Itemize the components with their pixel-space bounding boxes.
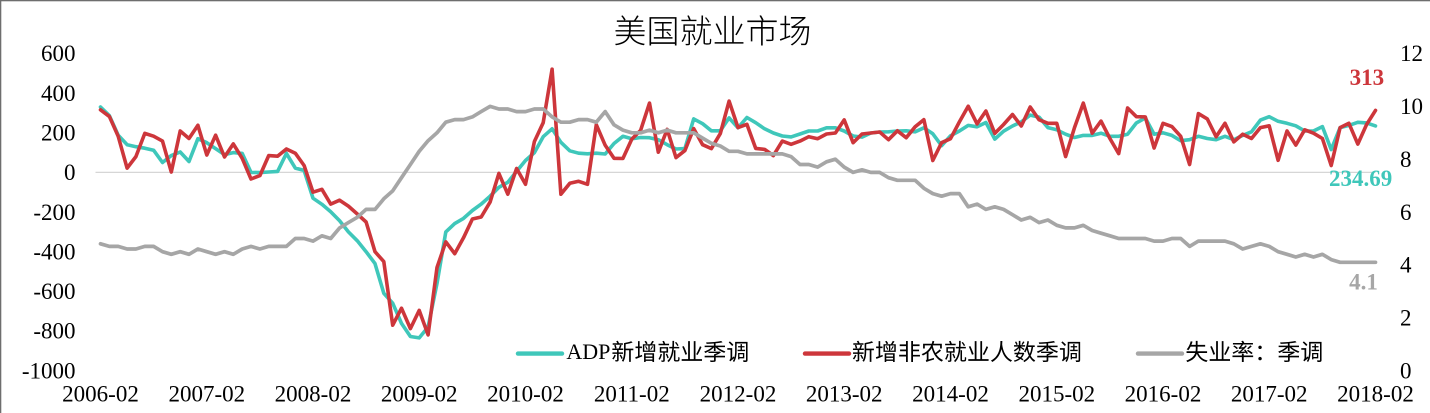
svg-text:8: 8: [1400, 147, 1412, 172]
svg-text:-600: -600: [33, 279, 75, 304]
svg-text:2007-02: 2007-02: [168, 382, 245, 407]
svg-text:400: 400: [41, 81, 76, 106]
svg-text:10: 10: [1400, 94, 1423, 119]
svg-text:313: 313: [1350, 65, 1385, 90]
svg-text:2009-02: 2009-02: [381, 382, 458, 407]
svg-text:0: 0: [1400, 358, 1412, 383]
svg-text:600: 600: [41, 41, 76, 66]
svg-text:2013-02: 2013-02: [806, 382, 883, 407]
svg-text:-1000: -1000: [22, 358, 76, 383]
svg-text:6: 6: [1400, 200, 1412, 225]
svg-text:-200: -200: [33, 200, 75, 225]
svg-text:2: 2: [1400, 305, 1412, 330]
svg-text:2006-02: 2006-02: [62, 382, 139, 407]
svg-text:-400: -400: [33, 239, 75, 264]
svg-text:ADP: ADP: [566, 339, 610, 364]
svg-text:2011-02: 2011-02: [594, 382, 670, 407]
svg-text:2010-02: 2010-02: [487, 382, 564, 407]
svg-text:2018-02: 2018-02: [1337, 382, 1414, 407]
svg-text:0: 0: [64, 160, 76, 185]
svg-text:4: 4: [1400, 253, 1412, 278]
svg-text:2017-02: 2017-02: [1231, 382, 1308, 407]
svg-text:2008-02: 2008-02: [275, 382, 352, 407]
svg-text:2016-02: 2016-02: [1125, 382, 1202, 407]
svg-text:234.69: 234.69: [1329, 166, 1392, 191]
svg-text:200: 200: [41, 121, 76, 146]
svg-text:2015-02: 2015-02: [1018, 382, 1095, 407]
svg-text:12: 12: [1400, 41, 1423, 66]
svg-text:2014-02: 2014-02: [912, 382, 989, 407]
svg-text:-800: -800: [33, 319, 75, 344]
svg-text:4.1: 4.1: [1349, 270, 1378, 295]
svg-text:2012-02: 2012-02: [700, 382, 777, 407]
